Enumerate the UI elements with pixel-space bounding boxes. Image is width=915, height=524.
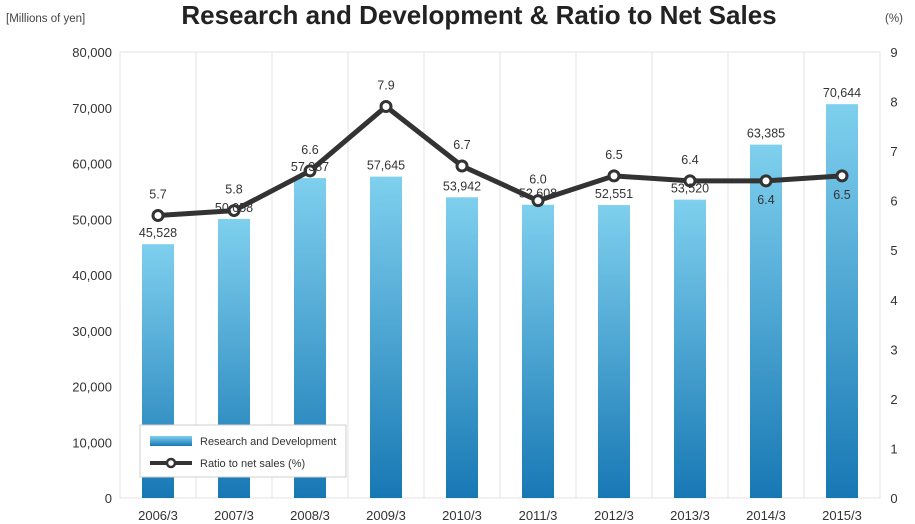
bar-value-label: 70,644 — [823, 86, 861, 100]
y-tick-label: 40,000 — [72, 268, 112, 283]
ratio-point — [607, 169, 621, 183]
ratio-value-label: 6.6 — [301, 143, 318, 157]
x-tick-label: 2013/3 — [670, 508, 710, 523]
ratio-point — [303, 164, 317, 178]
x-tick-label: 2008/3 — [290, 508, 330, 523]
y2-tick-label: 0 — [890, 491, 897, 506]
bar-value-label: 57,387 — [291, 160, 329, 174]
y2-axis-label: (%) — [885, 13, 903, 25]
ratio-point — [151, 209, 165, 223]
y2-tick-label: 6 — [890, 194, 897, 209]
bar-value-label: 50,058 — [215, 201, 253, 215]
ratio-value-label: 6.4 — [681, 153, 698, 167]
chart-title: Research and Development & Ratio to Net … — [181, 0, 776, 30]
ratio-value-label: 6.0 — [529, 173, 546, 187]
bar — [370, 176, 402, 498]
ratio-line — [157, 104, 843, 219]
x-tick-label: 2010/3 — [442, 508, 482, 523]
y-tick-label: 20,000 — [72, 380, 112, 395]
bar-value-label: 63,385 — [747, 127, 785, 141]
y-tick-label: 70,000 — [72, 101, 112, 116]
bar-value-label: 52,608 — [519, 187, 557, 201]
x-tick-label: 2015/3 — [822, 508, 862, 523]
x-tick-label: 2007/3 — [214, 508, 254, 523]
y2-tick-label: 7 — [890, 144, 897, 159]
ratio-value-label: 6.5 — [605, 148, 622, 162]
y-tick-label: 10,000 — [72, 435, 112, 450]
ratio-value-label: 6.4 — [757, 193, 774, 207]
y2-tick-label: 2 — [890, 392, 897, 407]
legend-bar-label: Research and Development — [200, 436, 336, 448]
y2-tick-label: 4 — [890, 293, 897, 308]
y2-tick-label: 8 — [890, 95, 897, 110]
ratio-point — [759, 174, 773, 188]
ratio-value-label: 7.9 — [377, 79, 394, 93]
bar — [522, 204, 554, 499]
x-tick-label: 2009/3 — [366, 508, 406, 523]
bar-value-label: 45,528 — [139, 226, 177, 240]
x-tick-label: 2006/3 — [138, 508, 178, 523]
ratio-value-label: 5.8 — [225, 183, 242, 197]
legend-bar-swatch — [150, 436, 192, 446]
y-axis-label: [Millions of yen] — [6, 13, 85, 25]
x-tick-label: 2011/3 — [519, 508, 558, 523]
y2-tick-label: 9 — [890, 45, 897, 60]
ratio-value-label: 6.7 — [453, 138, 470, 152]
y2-tick-label: 1 — [890, 441, 897, 456]
x-tick-label: 2014/3 — [746, 508, 786, 523]
x-tick-label: 2012/3 — [594, 508, 634, 523]
y-tick-label: 30,000 — [72, 324, 112, 339]
bar — [446, 197, 478, 498]
ratio-point — [835, 169, 849, 183]
legend-line-label: Ratio to net sales (%) — [200, 458, 305, 470]
bar-value-label: 53,942 — [443, 179, 481, 193]
bar-value-label: 52,551 — [595, 187, 633, 201]
y-tick-label: 60,000 — [72, 157, 112, 172]
bar — [826, 104, 858, 498]
ratio-point — [531, 194, 545, 208]
ratio-value-label: 5.7 — [149, 188, 166, 202]
y-tick-label: 50,000 — [72, 212, 112, 227]
bar — [598, 205, 630, 498]
ratio-point — [227, 204, 241, 218]
y2-tick-label: 3 — [890, 342, 897, 357]
ratio-value-label: 6.5 — [833, 188, 850, 202]
legend: Research and Development Ratio to net sal… — [139, 424, 347, 478]
bar — [674, 199, 706, 498]
bar-value-label: 57,645 — [367, 159, 405, 173]
y-tick-label: 0 — [105, 491, 112, 506]
legend-box — [139, 424, 347, 478]
y-tick-label: 80,000 — [72, 45, 112, 60]
ratio-point — [683, 174, 697, 188]
bar-value-label: 53,520 — [671, 182, 709, 196]
ratio-point — [455, 159, 469, 173]
legend-line-marker — [165, 457, 177, 469]
y2-tick-label: 5 — [890, 243, 897, 258]
ratio-point — [379, 100, 393, 114]
bar — [750, 144, 782, 498]
